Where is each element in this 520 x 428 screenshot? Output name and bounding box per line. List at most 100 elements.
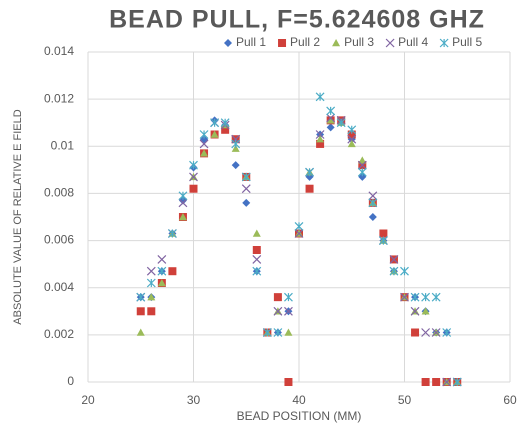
- data-point: [378, 236, 388, 245]
- chart-title: BEAD PULL, F=5.624608 GHZ: [109, 6, 485, 34]
- data-point: [379, 229, 388, 238]
- data-point: [146, 266, 156, 276]
- data-point: [242, 198, 251, 207]
- legend-marker: [385, 38, 395, 48]
- data-point: [442, 377, 452, 387]
- data-point: [421, 378, 430, 386]
- data-point: [273, 328, 283, 337]
- data-point: [252, 229, 261, 237]
- data-point: [315, 92, 325, 102]
- data-point: [294, 229, 304, 238]
- legend-marker: [224, 39, 232, 47]
- y-tick-label: 0.014: [44, 44, 74, 58]
- y-tick-label: 0.002: [44, 327, 74, 341]
- data-point: [357, 167, 367, 177]
- data-point: [326, 123, 335, 132]
- data-point: [252, 266, 262, 276]
- data-point: [199, 130, 209, 139]
- data-point: [147, 307, 156, 316]
- x-tick-label: 50: [398, 393, 412, 407]
- data-point: [157, 255, 167, 264]
- data-point: [411, 328, 420, 337]
- legend-label: Pull 1: [236, 35, 266, 49]
- data-point: [231, 161, 240, 170]
- data-point: [284, 378, 293, 386]
- data-point: [189, 160, 198, 170]
- data-point: [231, 139, 241, 149]
- data-point: [368, 191, 378, 201]
- y-tick-label: 0.006: [44, 233, 74, 247]
- data-point: [410, 292, 420, 302]
- data-point: [400, 292, 409, 302]
- data-point: [210, 118, 220, 128]
- data-point: [262, 328, 272, 337]
- data-point: [199, 139, 209, 149]
- data-point: [389, 255, 399, 264]
- data-point: [146, 278, 156, 288]
- legend-label: Pull 5: [452, 35, 482, 49]
- data-point: [252, 246, 261, 254]
- data-point: [284, 292, 293, 302]
- legend-label: Pull 3: [344, 35, 374, 49]
- data-point: [241, 172, 251, 182]
- data-point: [178, 198, 188, 208]
- legend-label: Pull 2: [290, 35, 320, 49]
- y-tick-label: 0.012: [44, 91, 74, 105]
- data-point: [442, 328, 452, 337]
- data-point: [432, 378, 441, 386]
- y-tick-label: 0: [67, 374, 74, 388]
- data-point: [147, 293, 156, 301]
- data-point: [252, 255, 262, 264]
- data-point: [136, 307, 145, 316]
- data-point: [178, 213, 187, 221]
- data-point: [284, 306, 293, 316]
- data-point: [452, 377, 462, 387]
- y-tick-label: 0.01: [51, 138, 75, 152]
- data-point: [220, 118, 230, 128]
- legend-marker: [332, 39, 341, 47]
- data-point: [347, 139, 356, 148]
- data-point: [200, 149, 209, 157]
- data-point: [284, 328, 293, 336]
- data-point: [136, 292, 146, 302]
- data-point: [157, 266, 167, 276]
- y-tick-label: 0.008: [44, 186, 74, 200]
- data-point: [347, 125, 357, 135]
- data-point: [389, 266, 399, 276]
- data-point: [431, 328, 441, 337]
- legend-marker: [278, 39, 287, 47]
- data-point: [347, 134, 357, 144]
- data-point: [315, 130, 325, 139]
- data-point: [421, 307, 430, 315]
- x-tick-label: 30: [187, 393, 201, 407]
- data-point: [157, 279, 166, 287]
- data-point: [368, 213, 377, 221]
- data-point: [421, 328, 431, 337]
- x-axis-label: BEAD POSITION (MM): [237, 409, 362, 423]
- data-point: [189, 172, 198, 182]
- data-point: [421, 292, 431, 302]
- data-point: [357, 160, 367, 170]
- data-point: [305, 184, 314, 193]
- data-point: [136, 328, 145, 336]
- data-point: [168, 267, 177, 276]
- data-point: [178, 191, 188, 201]
- data-point: [241, 184, 251, 194]
- legend-label: Pull 4: [398, 35, 428, 49]
- data-point: [189, 184, 198, 193]
- data-point: [231, 144, 240, 152]
- data-point: [305, 167, 314, 177]
- data-point: [326, 116, 335, 124]
- data-point: [368, 198, 378, 208]
- data-point: [326, 113, 336, 123]
- data-point: [326, 106, 336, 116]
- data-point: [210, 130, 219, 138]
- x-tick-label: 20: [81, 393, 95, 407]
- data-point: [410, 306, 420, 316]
- y-axis-label: ABSOLUTE VALUE OF RELATIVE E FIELD: [12, 109, 24, 324]
- data-point: [316, 135, 325, 143]
- data-point: [273, 293, 282, 302]
- y-tick-label: 0.004: [44, 280, 74, 294]
- data-point: [336, 118, 346, 128]
